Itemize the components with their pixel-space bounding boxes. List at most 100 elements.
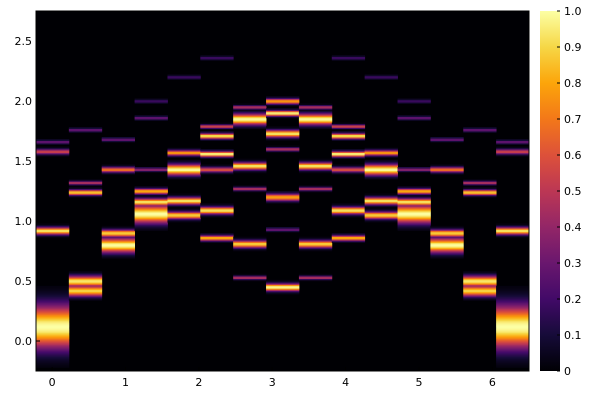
heatmap-cell	[364, 216, 398, 218]
heatmap-cell	[36, 308, 70, 311]
heatmap-cell	[430, 173, 464, 175]
heatmap-cell	[200, 240, 234, 242]
heatmap-cell	[36, 297, 70, 300]
heatmap-cell	[101, 252, 135, 254]
heatmap-cell	[233, 279, 267, 282]
heatmap-cell	[36, 287, 70, 289]
heatmap-cell	[298, 237, 333, 240]
heatmap-cell	[298, 171, 333, 174]
heatmap-cell	[463, 278, 497, 281]
heatmap-cell	[134, 102, 168, 104]
colorbar-tick-label: 0.1	[564, 329, 582, 342]
heatmap-cell	[496, 343, 529, 345]
heatmap-cell	[233, 110, 267, 113]
heatmap-cell	[233, 159, 267, 162]
heatmap-cell	[134, 217, 168, 219]
heatmap-cell	[397, 209, 431, 211]
heatmap-cell	[331, 241, 366, 243]
heatmap-cell	[36, 320, 70, 323]
heatmap-cell	[331, 207, 366, 210]
heatmap-cell	[266, 108, 300, 110]
heatmap-cell	[397, 200, 431, 203]
heatmap-cell	[331, 153, 366, 156]
heatmap-cell	[101, 237, 135, 240]
heatmap-column	[298, 103, 333, 282]
heatmap-cell	[496, 331, 529, 333]
y-tick-label: 1.0	[15, 215, 33, 228]
heatmap-cell	[36, 359, 70, 361]
heatmap-column	[167, 74, 201, 223]
y-tick-label: 2.5	[15, 35, 33, 48]
heatmap-cell	[496, 326, 529, 329]
heatmap-cell	[364, 78, 398, 80]
heatmap-cell	[266, 132, 300, 134]
heatmap-cell	[167, 78, 201, 80]
heatmap-cell	[331, 240, 366, 242]
heatmap-cell	[298, 113, 333, 115]
heatmap-cell	[463, 299, 497, 301]
heatmap-cell	[134, 192, 168, 194]
heatmap-cell	[266, 290, 300, 293]
heatmap-cell	[430, 169, 464, 171]
heatmap-cell	[397, 216, 431, 218]
heatmap-cell	[397, 195, 431, 198]
colorbar-tick-label: 0.3	[564, 257, 582, 270]
heatmap-cell	[463, 127, 497, 129]
heatmap-cell	[167, 153, 201, 156]
heatmap-cell	[298, 109, 333, 111]
heatmap-cell	[496, 309, 529, 312]
heatmap-cell	[496, 347, 529, 349]
heatmap-column	[496, 139, 529, 368]
heatmap-cell	[36, 351, 70, 354]
heatmap-cell	[331, 213, 366, 216]
heatmap-cell	[233, 171, 267, 174]
heatmap-cell	[364, 211, 398, 213]
heatmap-cell	[496, 234, 529, 236]
heatmap-cell	[266, 114, 300, 116]
heatmap-cell	[298, 277, 333, 279]
heatmap-cell	[101, 231, 135, 234]
heatmap-cell	[364, 203, 398, 205]
heatmap-cell	[430, 247, 464, 249]
heatmap-cell	[266, 293, 300, 295]
heatmap-cell	[298, 111, 333, 114]
heatmap-cell	[430, 227, 464, 229]
heatmap-cell	[463, 128, 497, 131]
heatmap-cell	[101, 229, 135, 231]
heatmap-cell	[36, 312, 70, 314]
heatmap-cell	[200, 211, 234, 213]
heatmap-cell	[167, 163, 201, 165]
heatmap-column	[36, 139, 70, 368]
heatmap-cell	[266, 284, 300, 287]
colorbar-tick-label: 0.5	[564, 185, 582, 198]
heatmap-cell	[331, 150, 366, 152]
heatmap-cell	[463, 181, 497, 183]
heatmap-cell	[134, 101, 168, 103]
heatmap-cell	[233, 107, 267, 109]
heatmap-cell	[200, 138, 234, 140]
heatmap-cell	[68, 287, 103, 289]
heatmap-cell	[298, 239, 333, 241]
heatmap-cell	[430, 257, 464, 259]
heatmap-cell	[134, 186, 168, 188]
heatmap-cell	[463, 279, 497, 282]
heatmap-cell	[200, 236, 234, 239]
heatmap-cell	[463, 297, 497, 300]
heatmap-cell	[331, 167, 366, 169]
heatmap-cell	[331, 235, 366, 237]
heatmap-cell	[134, 205, 168, 207]
heatmap-cell	[397, 201, 431, 204]
heatmap-cell	[68, 180, 103, 182]
plot-frame	[35, 10, 530, 372]
heatmap-cell	[463, 182, 497, 185]
heatmap-cell	[134, 224, 168, 227]
heatmap-cell	[36, 143, 70, 145]
heatmap-cell	[68, 279, 103, 282]
heatmap-cell	[68, 194, 103, 197]
heatmap-cell	[397, 117, 431, 120]
heatmap-cell	[496, 342, 529, 344]
heatmap-cell	[36, 291, 70, 294]
heatmap-cell	[134, 219, 168, 222]
heatmap-cell	[496, 155, 529, 157]
heatmap-cell	[364, 159, 398, 162]
